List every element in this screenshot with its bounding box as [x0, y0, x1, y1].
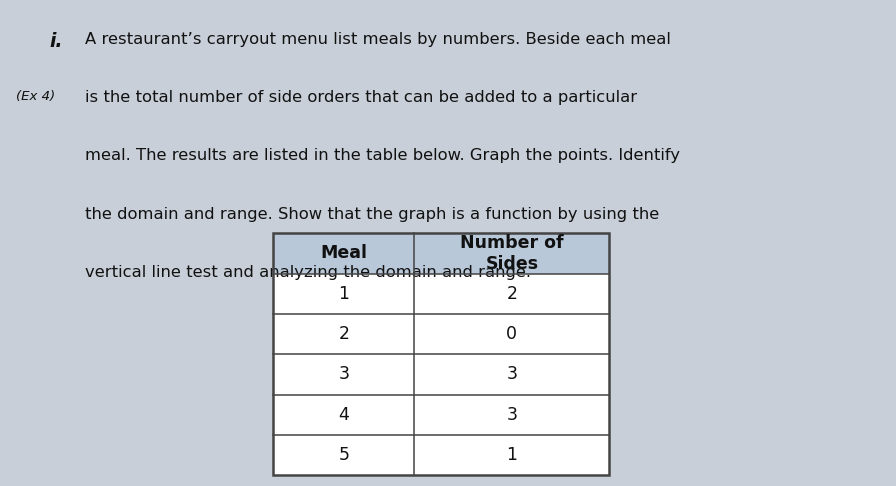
- Bar: [273, 233, 609, 274]
- Text: 0: 0: [506, 325, 517, 343]
- Bar: [273, 233, 609, 475]
- Text: 5: 5: [339, 446, 349, 464]
- Text: 1: 1: [506, 446, 517, 464]
- Bar: [273, 435, 609, 475]
- Text: meal. The results are listed in the table below. Graph the points. Identify: meal. The results are listed in the tabl…: [85, 148, 680, 163]
- Bar: [273, 274, 609, 314]
- Bar: [273, 395, 609, 435]
- Text: A restaurant’s carryout menu list meals by numbers. Beside each meal: A restaurant’s carryout menu list meals …: [85, 32, 671, 47]
- Text: 2: 2: [339, 325, 349, 343]
- Bar: [273, 354, 609, 395]
- Text: 2: 2: [506, 285, 517, 303]
- Text: Number of
Sides: Number of Sides: [460, 234, 564, 273]
- Text: 3: 3: [339, 365, 349, 383]
- Text: 1: 1: [339, 285, 349, 303]
- Text: vertical line test and analyzing the domain and range.: vertical line test and analyzing the dom…: [85, 265, 531, 280]
- Bar: [273, 314, 609, 354]
- Text: the domain and range. Show that the graph is a function by using the: the domain and range. Show that the grap…: [85, 207, 659, 222]
- Text: i.: i.: [49, 32, 63, 51]
- Text: 4: 4: [339, 406, 349, 424]
- Text: Meal: Meal: [321, 244, 367, 262]
- Text: is the total number of side orders that can be added to a particular: is the total number of side orders that …: [85, 90, 637, 105]
- Text: 3: 3: [506, 406, 517, 424]
- Text: (Ex 4): (Ex 4): [16, 90, 56, 103]
- Text: 3: 3: [506, 365, 517, 383]
